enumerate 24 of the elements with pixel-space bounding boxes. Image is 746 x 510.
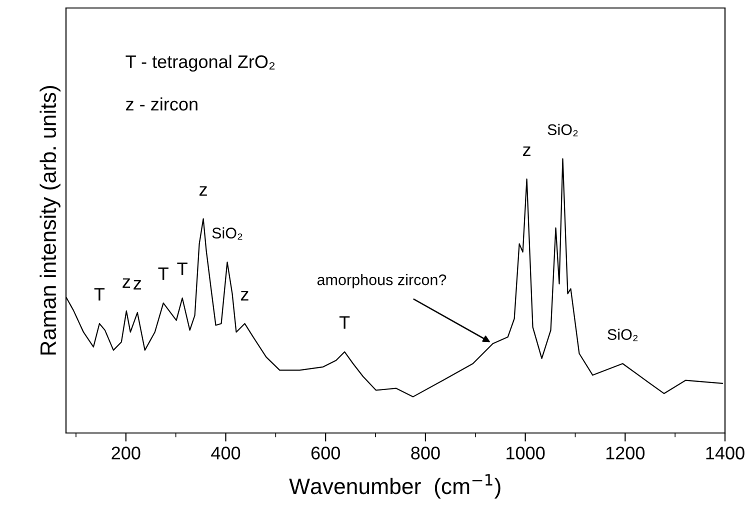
annotation: z (134, 280, 142, 290)
annotation: T (158, 268, 168, 280)
annotation: z (200, 186, 207, 196)
text: T - tetragonal ZrO₂ (126, 54, 275, 72)
x-tick-label: 400 (211, 446, 240, 460)
annotation: T (177, 262, 188, 275)
annotation: SiO₂ (608, 328, 638, 342)
y-axis-title: Raman intensity (arb. units) (40, 86, 60, 355)
x-tick-label: 200 (112, 446, 140, 460)
x-tick-label: 1400 (706, 446, 744, 460)
annotation: SiO₂ (548, 124, 578, 136)
x-tick-label: 1000 (506, 446, 545, 460)
annotation: z (523, 146, 530, 156)
text: z - zircon (126, 97, 198, 111)
annotation: SiO₂ (212, 227, 242, 240)
annotation: T (339, 316, 350, 329)
x-tick-label: 1200 (606, 446, 645, 460)
annotation: z (240, 290, 248, 300)
annotation: amorphous zircon? (317, 274, 446, 288)
x-tick-label: 800 (411, 446, 440, 460)
annotation: T (94, 288, 105, 300)
annotation: z (122, 278, 130, 288)
x-axis-title: Wavenumber (cm$^{−1}$) (289, 474, 500, 499)
x-tick-label: 600 (311, 446, 340, 460)
